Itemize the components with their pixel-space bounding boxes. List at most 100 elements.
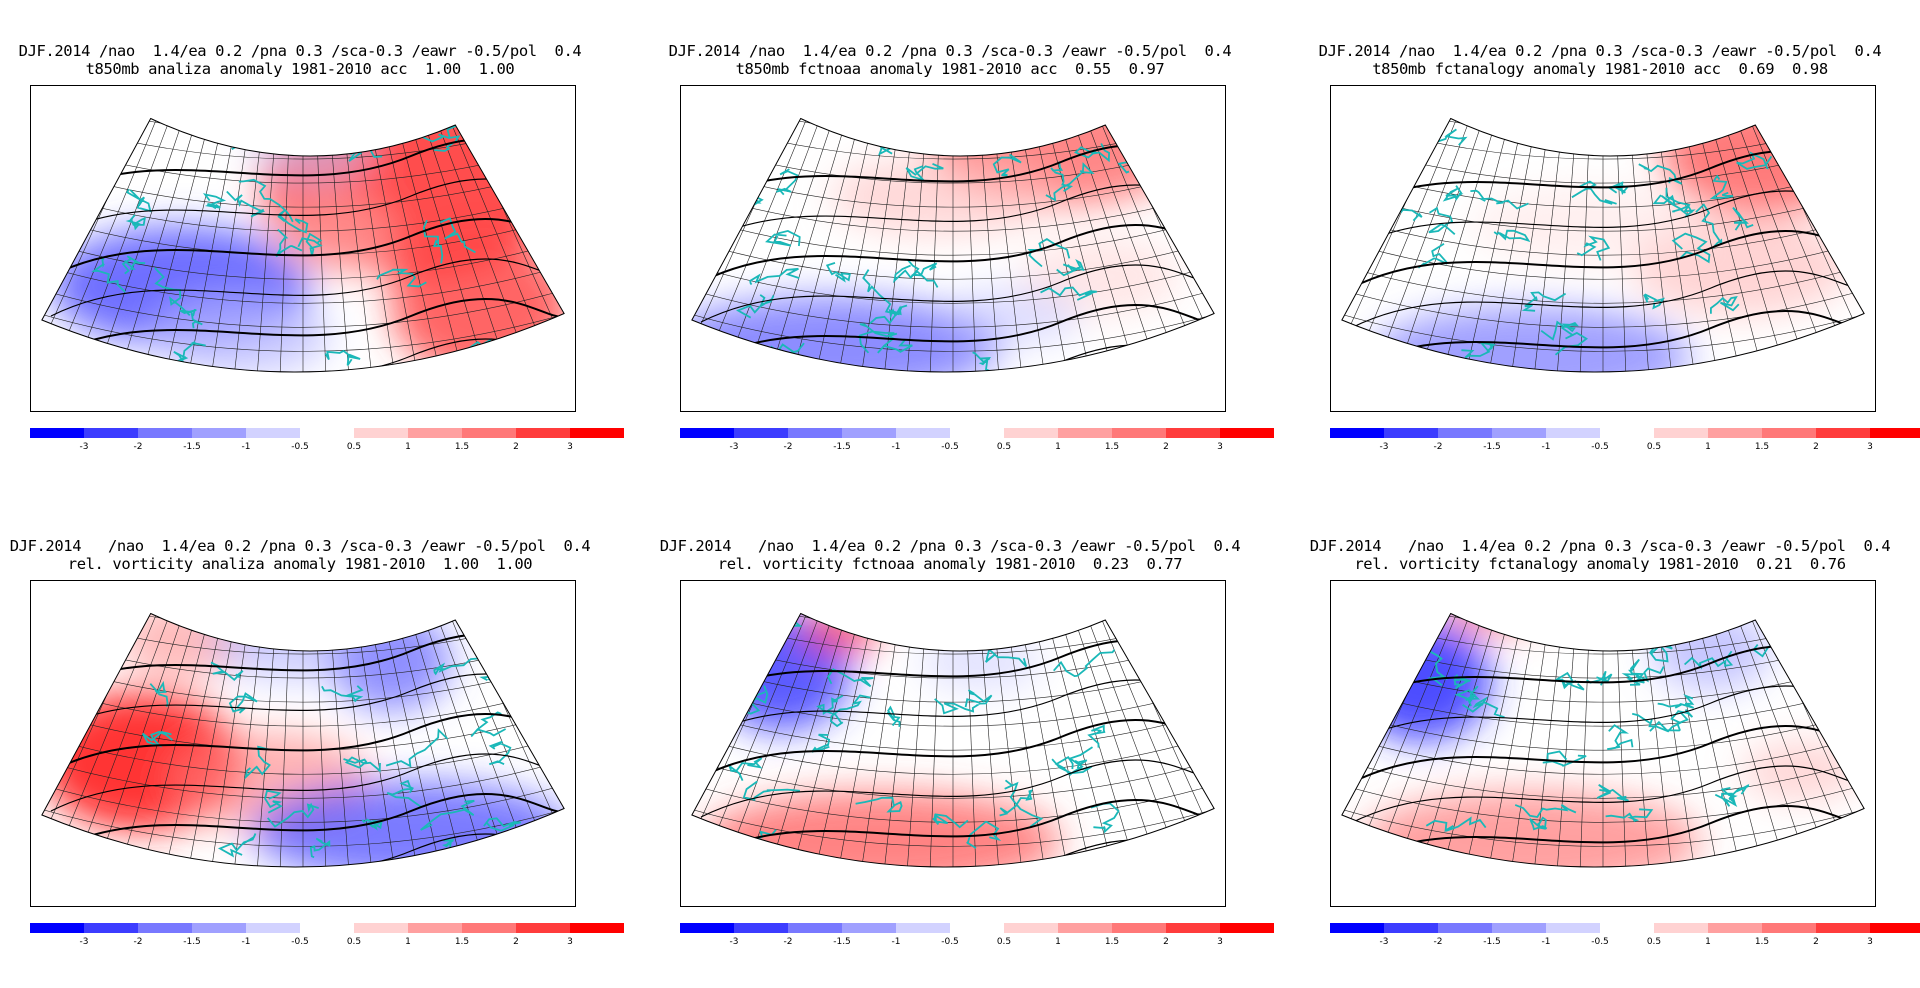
colorbar-segment (354, 428, 408, 438)
colorbar-label: -2 (783, 442, 793, 452)
colorbar-label: 2 (1163, 442, 1169, 452)
colorbar-label: -3 (729, 937, 739, 947)
colorbar-label: -3 (79, 442, 89, 452)
colorbar-segment (734, 428, 788, 438)
parallel-line (1341, 231, 1865, 280)
meridian-line (1481, 118, 1540, 373)
colorbar-segment (138, 923, 192, 933)
colorbar: -3 -2 -1.5 -1 -0.5 0.5 1 1.5 2 3 (30, 428, 624, 458)
contour-line (50, 793, 565, 852)
panel-title-line2: t850mb analiza anomaly 1981-2010 acc 1.0… (85, 60, 515, 78)
colorbar-segment (1112, 923, 1166, 933)
colorbar-label: 1.5 (1104, 937, 1120, 947)
parallel-line (41, 304, 565, 352)
meridian-line (205, 613, 253, 868)
panel-title-line1: DJF.2014 /nao 1.4/ea 0.2 /pna 0.3 /sca-0… (668, 42, 1232, 60)
colorbar-label: -1 (241, 937, 251, 947)
parallel-line (681, 379, 1225, 412)
colorbar-segment (570, 428, 624, 438)
colorbar-segment (1384, 428, 1438, 438)
colorbar-label: 3 (1217, 937, 1223, 947)
colorbar-label: -1 (241, 442, 251, 452)
panel-title-line1: DJF.2014 /nao 1.4/ea 0.2 /pna 0.3 /sca-0… (1318, 42, 1882, 60)
parallel-line (691, 613, 1215, 655)
domain-outline (1341, 117, 1865, 373)
colorbar-segment (570, 923, 624, 933)
meridian-line (1666, 118, 1725, 373)
colorbar-label: 1.5 (1754, 937, 1770, 947)
colorbar-label: -3 (79, 937, 89, 947)
colorbar-label: 0.5 (346, 442, 362, 452)
colorbar-segment (1762, 923, 1816, 933)
colorbar-segment (1220, 428, 1274, 438)
colorbar-label: -3 (1379, 937, 1389, 947)
anomaly-shading (151, 296, 331, 373)
anomaly-map (41, 612, 565, 868)
meridian-line (1529, 613, 1566, 868)
colorbar-label: 2 (1813, 937, 1819, 947)
parallel-line (1341, 118, 1865, 136)
colorbar-label: -1 (891, 442, 901, 452)
anomaly-map (1341, 117, 1865, 373)
colorbar-segment (1058, 923, 1112, 933)
anomaly-map (31, 117, 575, 412)
parallel-line (41, 118, 565, 136)
meridian-line (229, 613, 266, 868)
colorbar-segment (1058, 428, 1112, 438)
colorbar-segment (1384, 923, 1438, 933)
panel-title-line1: DJF.2014 /nao 1.4/ea 0.2 /pna 0.3 /sca-0… (9, 537, 591, 555)
anomaly-shading (1361, 791, 1701, 868)
colorbar-segment (408, 923, 462, 933)
colorbar-segment (734, 923, 788, 933)
colorbar-segment (680, 923, 734, 933)
colorbar-label: 1 (1055, 937, 1061, 947)
colorbar-label: -2 (783, 937, 793, 947)
colorbar-segment (30, 428, 84, 438)
anomaly-shading (701, 791, 1061, 868)
colorbar-segment (516, 428, 570, 438)
colorbar-segment (842, 923, 896, 933)
colorbar-segment (462, 428, 516, 438)
meridian-line (181, 613, 240, 868)
colorbar-label: -1.5 (1483, 937, 1501, 947)
meridian-line (879, 613, 916, 868)
parallel-line (1341, 750, 1865, 799)
parallel-line (691, 613, 1215, 631)
colorbar-label: 1.5 (454, 937, 470, 947)
meridian-line (1003, 118, 1051, 373)
colorbar-label: -1.5 (183, 937, 201, 947)
anomaly-shading (211, 613, 371, 681)
colorbar-label: -1.5 (833, 937, 851, 947)
colorbar-segment (1438, 428, 1492, 438)
colorbar-label: -3 (729, 442, 739, 452)
domain-outline (41, 117, 565, 373)
parallel-line (691, 118, 1215, 160)
colorbar: -3 -2 -1.5 -1 -0.5 0.5 1 1.5 2 3 (1330, 923, 1920, 953)
anomaly-shading (801, 613, 881, 651)
colorbar-segment (192, 428, 246, 438)
meridian-line (1505, 118, 1553, 373)
colorbar-label: -0.5 (941, 442, 959, 452)
colorbar-label: -1 (891, 937, 901, 947)
domain-outline (41, 612, 565, 868)
parallel-line (691, 726, 1215, 775)
colorbar-label: 0.5 (996, 442, 1012, 452)
colorbar-label: -0.5 (1591, 937, 1609, 947)
parallel-line (1341, 255, 1865, 304)
parallel-line (31, 379, 575, 412)
meridian-line (366, 613, 425, 868)
colorbar-segment (462, 923, 516, 933)
colorbar-label: 1 (405, 442, 411, 452)
colorbar-segment (516, 923, 570, 933)
colorbar-segment (300, 923, 354, 933)
map-panel: DJF.2014 /nao 1.4/ea 0.2 /pna 0.3 /sca-0… (0, 495, 624, 965)
panel-title-line2: t850mb fctnoaa anomaly 1981-2010 acc 0.5… (735, 60, 1165, 78)
meridian-line (1529, 118, 1566, 373)
map-frame (680, 580, 1226, 907)
meridian-line (1505, 613, 1553, 868)
colorbar-label: -2 (133, 442, 143, 452)
colorbar-label: -0.5 (1591, 442, 1609, 452)
parallel-line (691, 750, 1215, 799)
colorbar-label: -0.5 (291, 937, 309, 947)
colorbar-label: 1 (1705, 442, 1711, 452)
